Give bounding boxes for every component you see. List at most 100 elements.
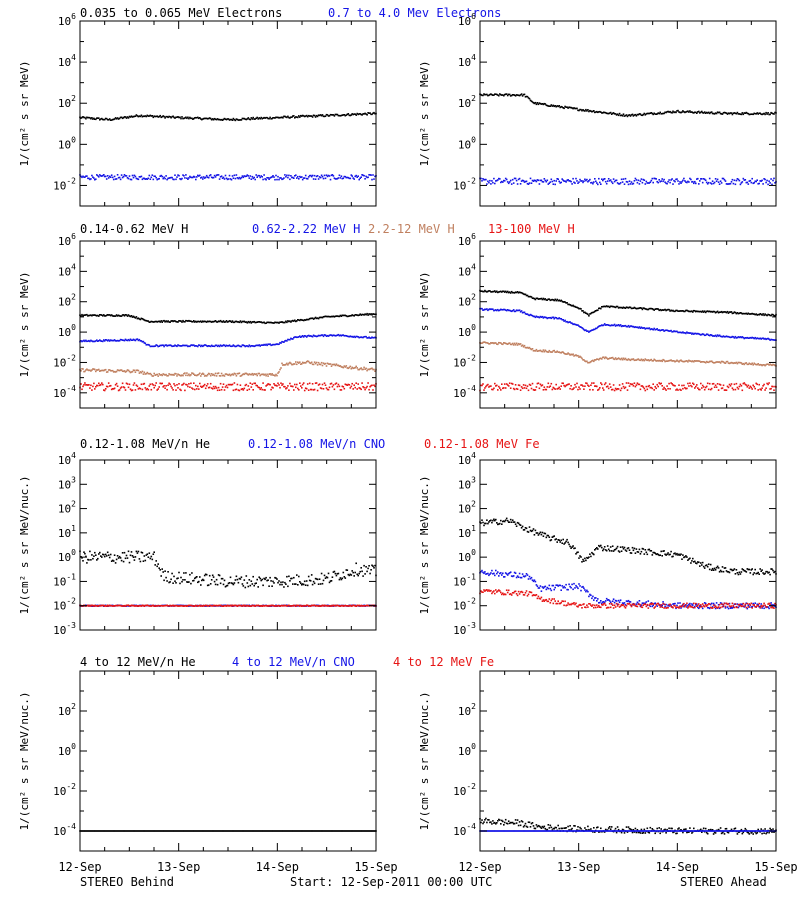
data-point	[667, 180, 669, 183]
data-point	[247, 175, 250, 177]
data-point	[90, 178, 92, 180]
data-point	[170, 605, 172, 607]
data-point	[670, 179, 672, 181]
data-point	[103, 339, 105, 341]
data-point	[557, 178, 559, 180]
data-point	[159, 382, 161, 385]
data-point	[720, 387, 723, 390]
data-point	[245, 383, 248, 386]
data-point	[519, 183, 522, 185]
data-point	[291, 363, 293, 366]
data-point	[493, 309, 495, 312]
data-point	[590, 110, 592, 112]
data-point	[607, 324, 610, 326]
data-point	[555, 180, 557, 182]
data-point	[576, 107, 578, 110]
data-point	[367, 314, 369, 316]
data-point	[269, 576, 271, 579]
data-point	[518, 291, 521, 293]
data-point	[594, 111, 596, 114]
data-point	[364, 313, 366, 315]
data-point	[518, 384, 521, 387]
data-point	[267, 117, 269, 120]
data-point	[598, 325, 600, 328]
data-point	[600, 183, 602, 185]
data-point	[313, 114, 316, 117]
data-point	[743, 363, 746, 366]
data-point	[331, 315, 334, 318]
data-point	[101, 382, 103, 384]
data-point	[324, 362, 327, 365]
data-point	[103, 605, 105, 607]
data-point	[174, 580, 176, 582]
y-tick-label: 10-2	[453, 353, 476, 369]
data-point	[217, 344, 220, 347]
data-point	[501, 308, 503, 311]
data-point	[525, 313, 528, 315]
data-point	[650, 358, 653, 361]
data-point	[659, 554, 661, 556]
data-point	[139, 371, 142, 373]
data-point	[104, 388, 107, 390]
data-point	[555, 538, 557, 540]
data-point	[204, 176, 207, 179]
data-point	[166, 321, 168, 323]
data-point	[535, 348, 538, 351]
data-point	[336, 385, 339, 388]
data-point	[635, 307, 638, 310]
data-point	[243, 320, 246, 323]
data-point	[589, 361, 591, 364]
data-point	[232, 583, 235, 586]
data-point	[481, 384, 483, 387]
data-point	[320, 334, 323, 336]
data-point	[244, 372, 247, 375]
data-point	[261, 344, 263, 346]
data-point	[198, 388, 200, 390]
data-point	[82, 116, 84, 118]
data-point	[135, 114, 138, 116]
data-point	[756, 383, 758, 386]
data-point	[763, 383, 765, 386]
data-point	[273, 605, 275, 607]
data-point	[112, 339, 115, 342]
data-point	[333, 177, 336, 179]
data-point	[574, 323, 576, 326]
data-point	[645, 180, 648, 183]
data-point	[512, 521, 515, 523]
data-point	[522, 93, 525, 96]
data-point	[633, 547, 636, 550]
data-point	[226, 386, 229, 389]
data-point	[517, 522, 520, 525]
data-point	[677, 180, 679, 182]
data-point	[632, 325, 635, 328]
data-point	[575, 354, 577, 356]
data-point	[609, 111, 612, 114]
data-point	[364, 368, 366, 370]
data-point	[552, 350, 555, 352]
data-point	[346, 176, 349, 179]
data-point	[731, 113, 734, 116]
data-point	[673, 310, 675, 313]
data-point	[598, 307, 600, 310]
data-point	[275, 174, 277, 177]
data-point	[229, 118, 232, 121]
series-points	[79, 312, 377, 325]
data-point	[750, 313, 753, 315]
data-point	[180, 604, 182, 607]
data-point	[275, 321, 277, 324]
data-point	[570, 322, 572, 324]
data-point	[136, 115, 139, 117]
data-point	[204, 117, 207, 120]
data-point	[278, 343, 280, 345]
data-point	[686, 110, 688, 113]
data-point	[716, 361, 719, 363]
data-point	[736, 362, 739, 365]
data-point	[360, 113, 362, 116]
data-point	[135, 605, 138, 607]
data-point	[88, 116, 90, 119]
data-point	[650, 307, 653, 310]
data-point	[701, 111, 704, 114]
data-point	[714, 384, 717, 387]
data-point	[303, 389, 306, 392]
data-point	[202, 604, 205, 607]
